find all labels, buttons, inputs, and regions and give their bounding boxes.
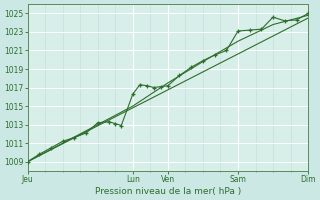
X-axis label: Pression niveau de la mer( hPa ): Pression niveau de la mer( hPa ): [95, 187, 241, 196]
